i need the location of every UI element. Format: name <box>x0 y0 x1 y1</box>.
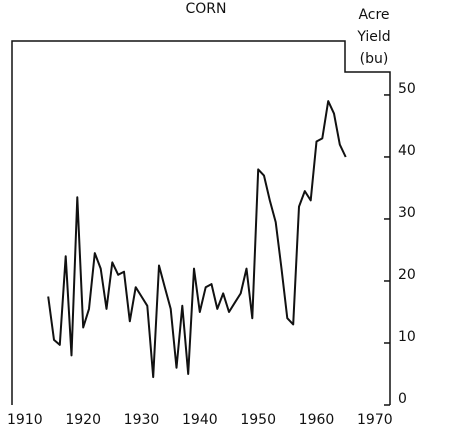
x-tick-label: 1950 <box>240 412 276 428</box>
y-axis-label: Yield <box>356 29 390 45</box>
x-tick-label: 1910 <box>7 412 43 428</box>
y-axis-label: (bu) <box>360 51 389 67</box>
x-tick-label: 1970 <box>357 412 393 428</box>
y-tick-label: 30 <box>398 205 416 221</box>
x-tick-label: 1940 <box>182 412 218 428</box>
y-tick-label: 20 <box>398 267 416 283</box>
y-tick-label: 40 <box>398 143 416 159</box>
data-line <box>47 100 347 379</box>
y-axis-label: Acre <box>358 7 389 23</box>
plot-frame <box>11 40 391 405</box>
y-tick-label: 50 <box>398 81 416 97</box>
x-tick-label: 1920 <box>65 412 101 428</box>
x-tick-label: 1960 <box>299 412 335 428</box>
y-tick-label: 10 <box>398 329 416 345</box>
y-tick-label: 0 <box>398 391 407 407</box>
x-tick-label: 1930 <box>124 412 160 428</box>
chart-title: CORN <box>186 1 227 17</box>
